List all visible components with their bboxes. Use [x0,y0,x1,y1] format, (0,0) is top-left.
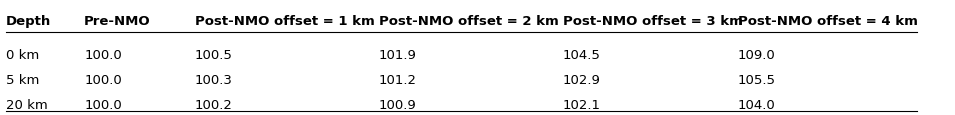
Text: 102.9: 102.9 [562,73,601,86]
Text: 20 km: 20 km [6,98,48,111]
Text: Post-NMO offset = 3 km: Post-NMO offset = 3 km [562,15,743,28]
Text: 100.3: 100.3 [195,73,232,86]
Text: 100.0: 100.0 [84,49,122,62]
Text: Post-NMO offset = 2 km: Post-NMO offset = 2 km [379,15,559,28]
Text: 100.0: 100.0 [84,98,122,111]
Text: 100.2: 100.2 [195,98,232,111]
Text: 105.5: 105.5 [737,73,775,86]
Text: 100.0: 100.0 [84,73,122,86]
Text: Post-NMO offset = 4 km: Post-NMO offset = 4 km [737,15,918,28]
Text: 102.1: 102.1 [562,98,601,111]
Text: Depth: Depth [6,15,52,28]
Text: Pre-NMO: Pre-NMO [84,15,151,28]
Text: 0 km: 0 km [6,49,39,62]
Text: Post-NMO offset = 1 km: Post-NMO offset = 1 km [195,15,374,28]
Text: 101.9: 101.9 [379,49,416,62]
Text: 104.5: 104.5 [562,49,601,62]
Text: 5 km: 5 km [6,73,39,86]
Text: 100.9: 100.9 [379,98,416,111]
Text: 100.5: 100.5 [195,49,232,62]
Text: 109.0: 109.0 [737,49,775,62]
Text: 101.2: 101.2 [379,73,416,86]
Text: 104.0: 104.0 [737,98,775,111]
